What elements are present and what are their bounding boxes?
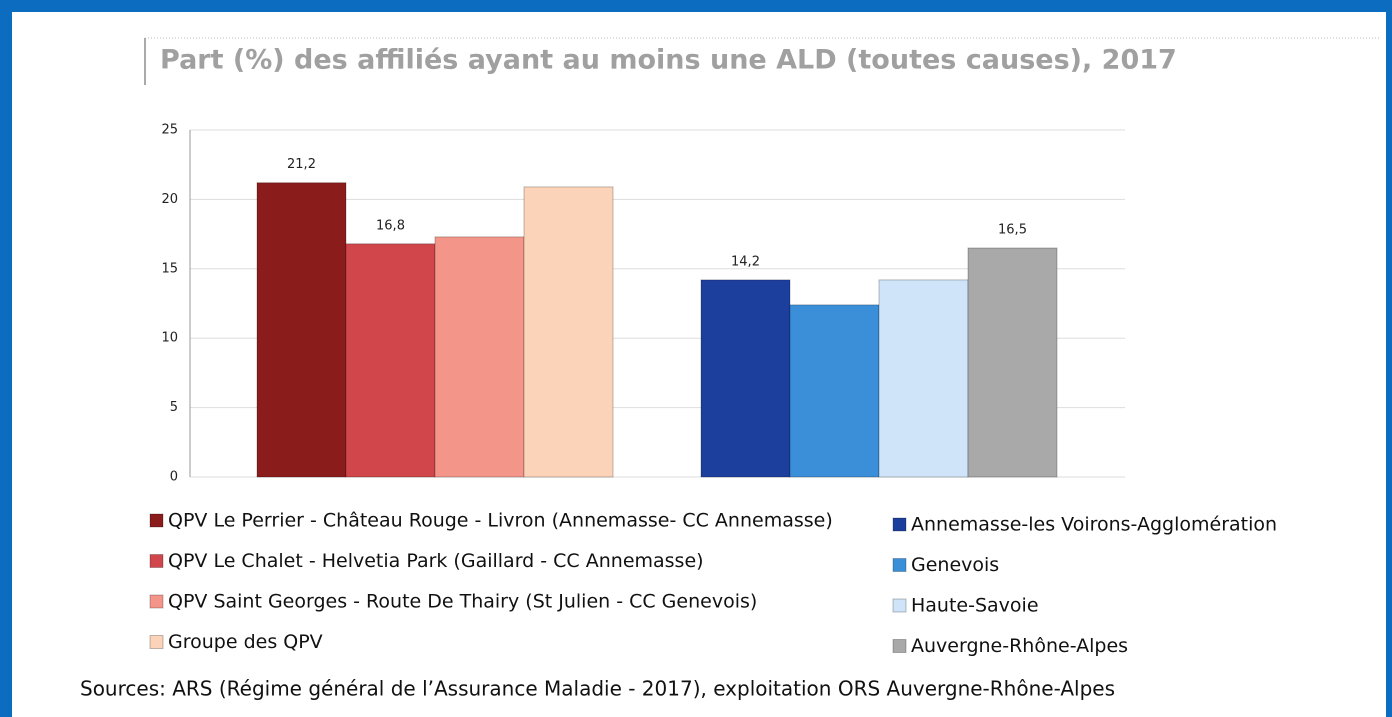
bar <box>523 186 614 478</box>
legend-label: QPV Le Perrier - Château Rouge - Livron … <box>168 510 833 532</box>
value-label: 21,2 <box>287 157 316 172</box>
legend-label: Haute-Savoie <box>911 595 1039 617</box>
legend-swatch <box>892 517 907 532</box>
legend-swatch <box>149 513 164 528</box>
bar <box>789 304 880 478</box>
legend-swatch <box>149 594 164 609</box>
border-left <box>0 0 12 717</box>
value-label: 14,2 <box>731 254 760 269</box>
legend-label: Auvergne-Rhône-Alpes <box>911 635 1128 657</box>
bar <box>345 243 436 478</box>
y-tick-label: 25 <box>161 123 178 138</box>
legend-label: QPV Saint Georges - Route De Thairy (St … <box>168 591 757 613</box>
y-tick-label: 15 <box>161 261 178 276</box>
y-tick-label: 0 <box>170 470 178 485</box>
bar <box>434 236 525 478</box>
bar <box>967 247 1058 478</box>
value-label: 16,8 <box>376 218 405 233</box>
legend-swatch <box>892 598 907 613</box>
y-tick-label: 20 <box>161 192 178 207</box>
chart-title: Part (%) des affiliés ayant au moins une… <box>160 45 1177 76</box>
legend-swatch <box>892 558 907 572</box>
value-label: 16,5 <box>998 222 1027 237</box>
source: Sources: ARS (Régime général de l’Assura… <box>80 677 1115 701</box>
legend-swatch <box>892 639 907 653</box>
legend-label: Genevois <box>911 554 999 576</box>
border-top <box>0 0 1392 12</box>
legend-label: Groupe des QPV <box>168 631 323 653</box>
y-tick-label: 10 <box>161 331 178 346</box>
bar <box>256 182 347 478</box>
border-right <box>1386 0 1392 717</box>
legend-label: QPV Le Chalet - Helvetia Park (Gaillard … <box>168 550 704 572</box>
y-tick-label: 5 <box>170 400 178 415</box>
bar <box>700 279 791 478</box>
bar <box>878 279 969 478</box>
legend-swatch <box>149 554 164 568</box>
legend-label: Annemasse-les Voirons-Agglomération <box>911 514 1277 536</box>
legend-swatch <box>149 635 164 649</box>
